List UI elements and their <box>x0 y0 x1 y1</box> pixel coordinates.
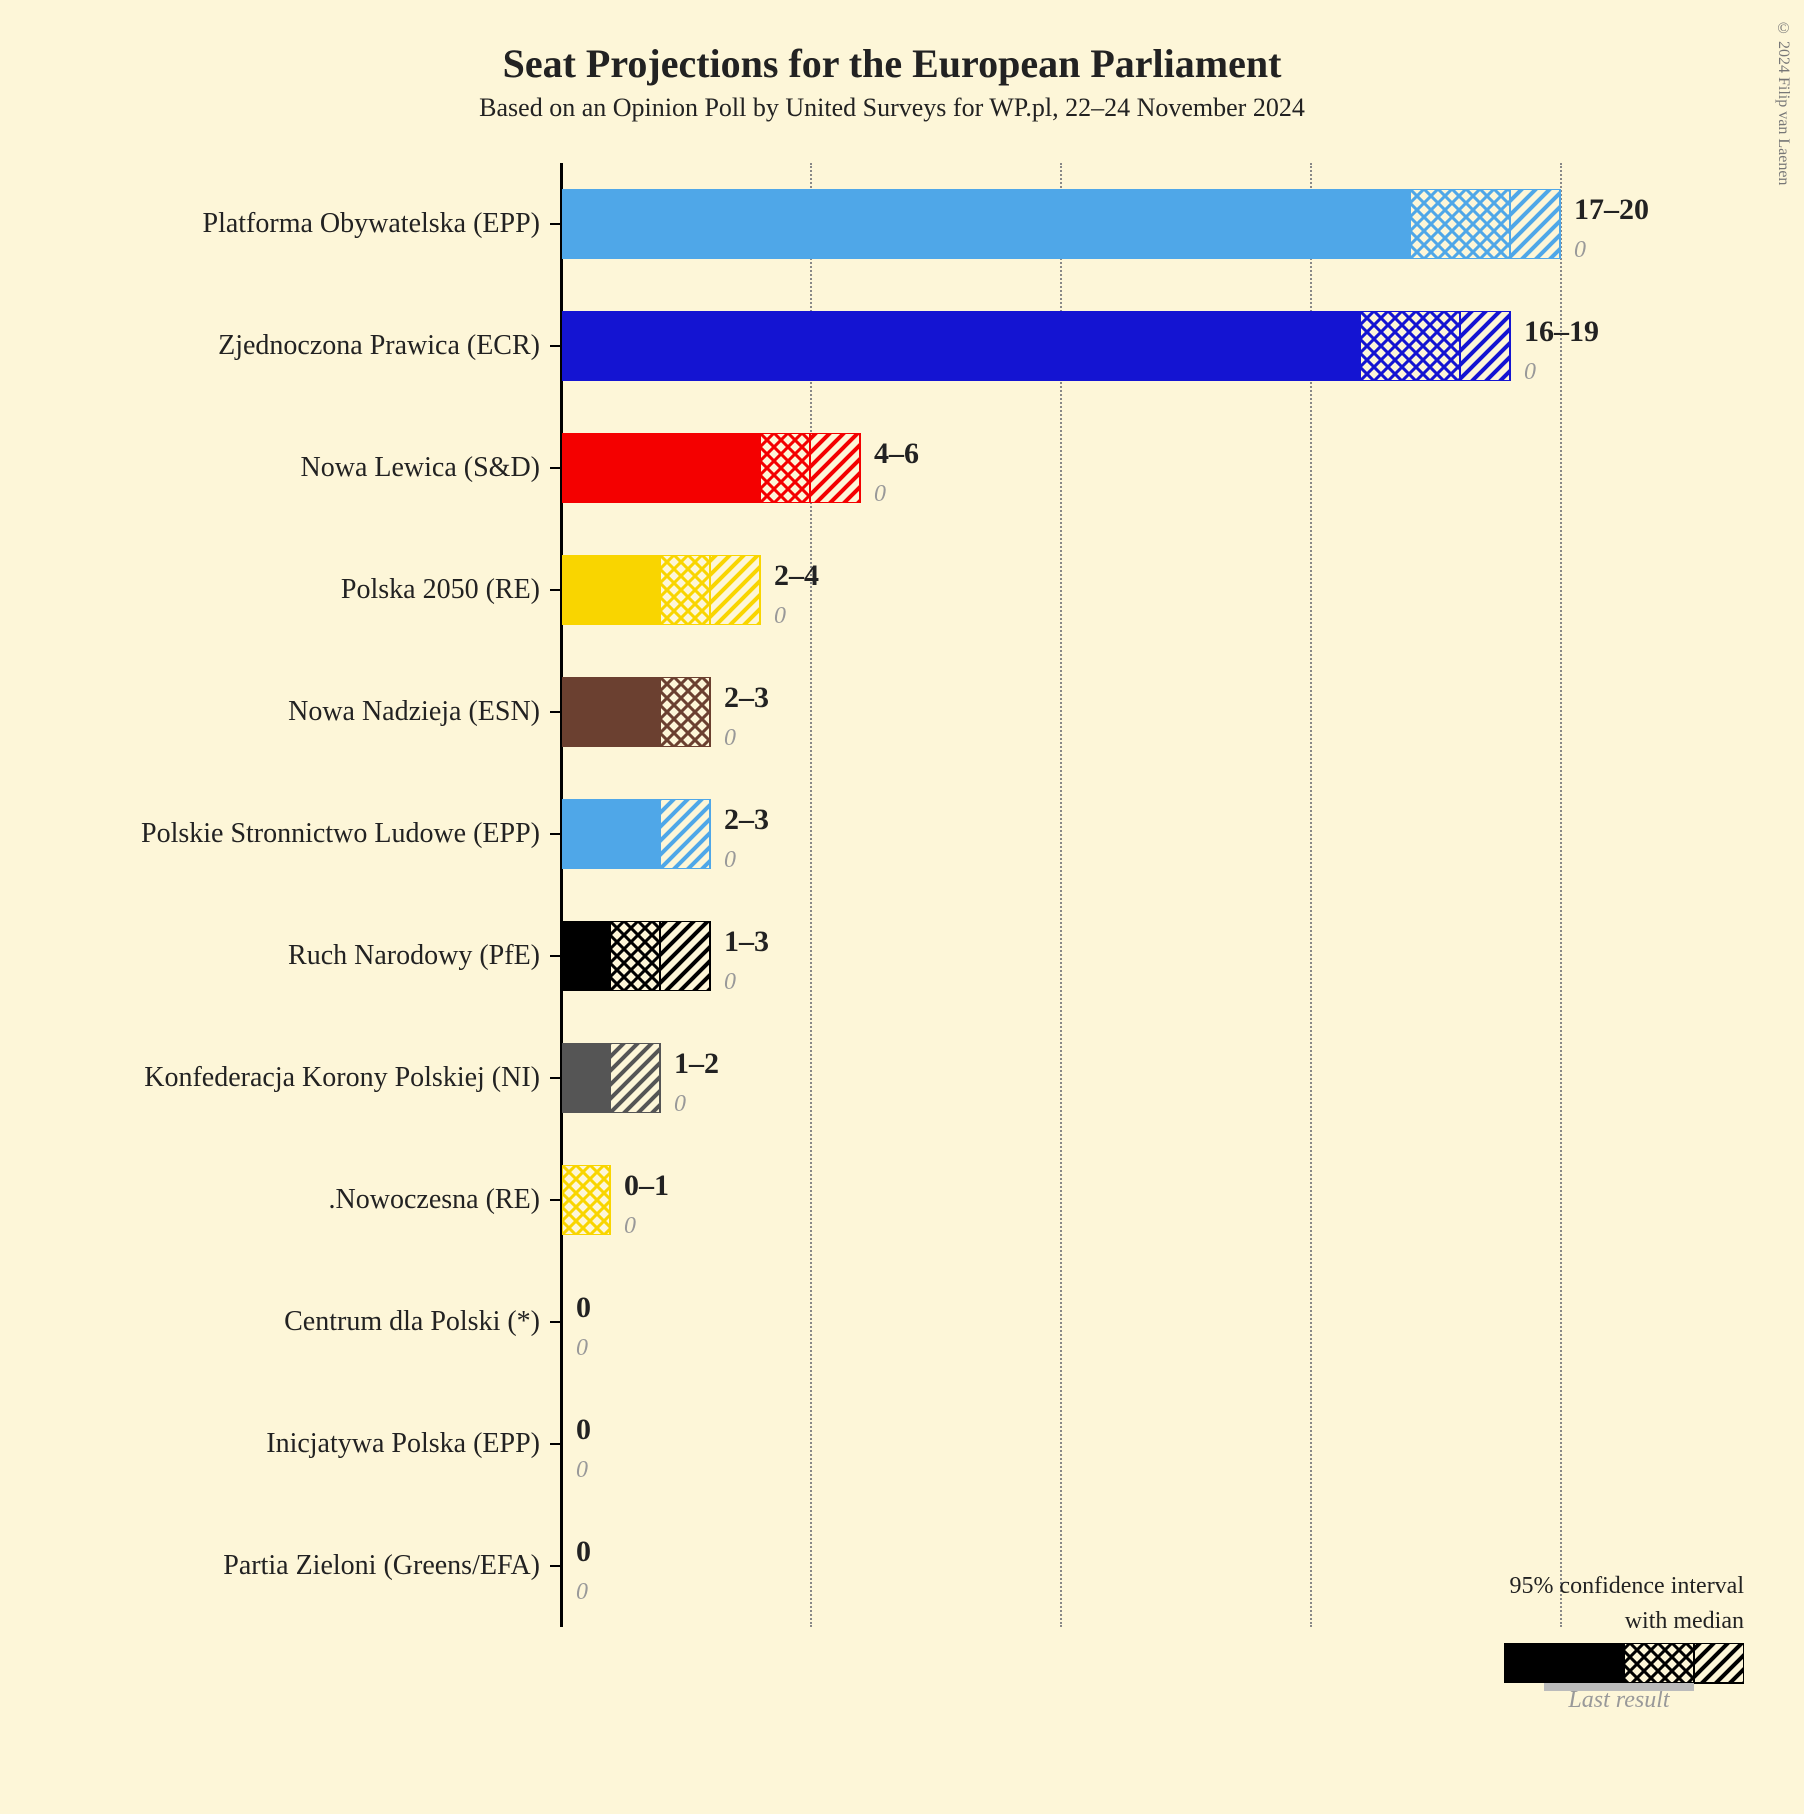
party-row: Ruch Narodowy (PfE) 1–30 <box>560 895 1544 1017</box>
party-row: Konfederacja Korony Polskiej (NI) 1–20 <box>560 1017 1544 1139</box>
party-label: Inicjatywa Polska (EPP) <box>266 1428 540 1460</box>
party-row: Polska 2050 (RE) 2–40 <box>560 529 1544 651</box>
party-row: Platforma Obywatelska (EPP) 17–200 <box>560 163 1544 285</box>
party-label: Nowa Lewica (S&D) <box>301 452 540 484</box>
grid-line <box>1560 163 1562 1627</box>
value-label: 1–2 <box>674 1047 719 1081</box>
party-label: Polska 2050 (RE) <box>341 574 540 606</box>
party-row: Centrum dla Polski (*)00 <box>560 1261 1544 1383</box>
party-label: Polskie Stronnictwo Ludowe (EPP) <box>141 818 540 850</box>
bar-hatched <box>660 555 762 625</box>
party-label: Konfederacja Korony Polskiej (NI) <box>144 1062 540 1094</box>
party-label: Platforma Obywatelska (EPP) <box>203 208 541 240</box>
legend-line2: with median <box>1504 1608 1744 1635</box>
bar-hatched <box>660 677 712 747</box>
value-label: 1–3 <box>724 925 769 959</box>
bar-hatched <box>562 1165 612 1235</box>
party-row: Inicjatywa Polska (EPP)00 <box>560 1383 1544 1505</box>
bar-solid <box>562 433 760 503</box>
prev-value-label: 0 <box>874 481 886 508</box>
legend: 95% confidence interval with median Last… <box>1504 1573 1744 1714</box>
party-row: Polskie Stronnictwo Ludowe (EPP) 2–30 <box>560 773 1544 895</box>
prev-value-label: 0 <box>576 1457 588 1484</box>
bar-solid <box>562 1043 610 1113</box>
bar-solid <box>562 555 660 625</box>
prev-value-label: 0 <box>674 1091 686 1118</box>
party-row: Zjednoczona Prawica (ECR) 16–190 <box>560 285 1544 407</box>
bar-solid <box>562 799 660 869</box>
chart-area: Platforma Obywatelska (EPP) 17–200Zjedno… <box>560 163 1544 1663</box>
party-label: .Nowoczesna (RE) <box>329 1184 540 1216</box>
value-label: 2–4 <box>774 559 819 593</box>
prev-value-label: 0 <box>1524 359 1536 386</box>
prev-value-label: 0 <box>724 725 736 752</box>
party-row: .Nowoczesna (RE) 0–10 <box>560 1139 1544 1261</box>
chart-subtitle: Based on an Opinion Poll by United Surve… <box>40 93 1744 123</box>
value-label: 0 <box>576 1413 591 1447</box>
bar-solid <box>562 677 660 747</box>
prev-value-label: 0 <box>724 847 736 874</box>
bar-solid <box>562 311 1360 381</box>
legend-line1: 95% confidence interval <box>1504 1573 1744 1600</box>
bar-hatched <box>610 921 712 991</box>
value-label: 2–3 <box>724 803 769 837</box>
value-label: 0–1 <box>624 1169 669 1203</box>
bar-hatched <box>760 433 862 503</box>
legend-bar <box>1504 1643 1744 1683</box>
value-label: 0 <box>576 1291 591 1325</box>
prev-value-label: 0 <box>576 1335 588 1362</box>
value-label: 17–20 <box>1574 193 1649 227</box>
value-label: 16–19 <box>1524 315 1599 349</box>
party-label: Nowa Nadzieja (ESN) <box>288 696 540 728</box>
party-label: Partia Zieloni (Greens/EFA) <box>223 1550 540 1582</box>
prev-value-label: 0 <box>1574 237 1586 264</box>
party-label: Centrum dla Polski (*) <box>284 1306 540 1338</box>
party-label: Ruch Narodowy (PfE) <box>288 940 540 972</box>
chart-title: Seat Projections for the European Parlia… <box>40 40 1744 87</box>
prev-value-label: 0 <box>576 1579 588 1606</box>
bar-solid <box>562 189 1410 259</box>
bar-hatched <box>610 1043 662 1113</box>
value-label: 0 <box>576 1535 591 1569</box>
bar-hatched <box>1360 311 1512 381</box>
copyright-text: © 2024 Filip van Laenen <box>1774 20 1792 185</box>
value-label: 4–6 <box>874 437 919 471</box>
prev-value-label: 0 <box>624 1213 636 1240</box>
prev-value-label: 0 <box>724 969 736 996</box>
party-row: Nowa Lewica (S&D) 4–60 <box>560 407 1544 529</box>
value-label: 2–3 <box>724 681 769 715</box>
party-row: Partia Zieloni (Greens/EFA)00 <box>560 1505 1544 1627</box>
prev-value-label: 0 <box>774 603 786 630</box>
bar-hatched <box>1410 189 1562 259</box>
bar-hatched <box>660 799 712 869</box>
party-label: Zjednoczona Prawica (ECR) <box>218 330 540 362</box>
party-row: Nowa Nadzieja (ESN) 2–30 <box>560 651 1544 773</box>
bar-solid <box>562 921 610 991</box>
